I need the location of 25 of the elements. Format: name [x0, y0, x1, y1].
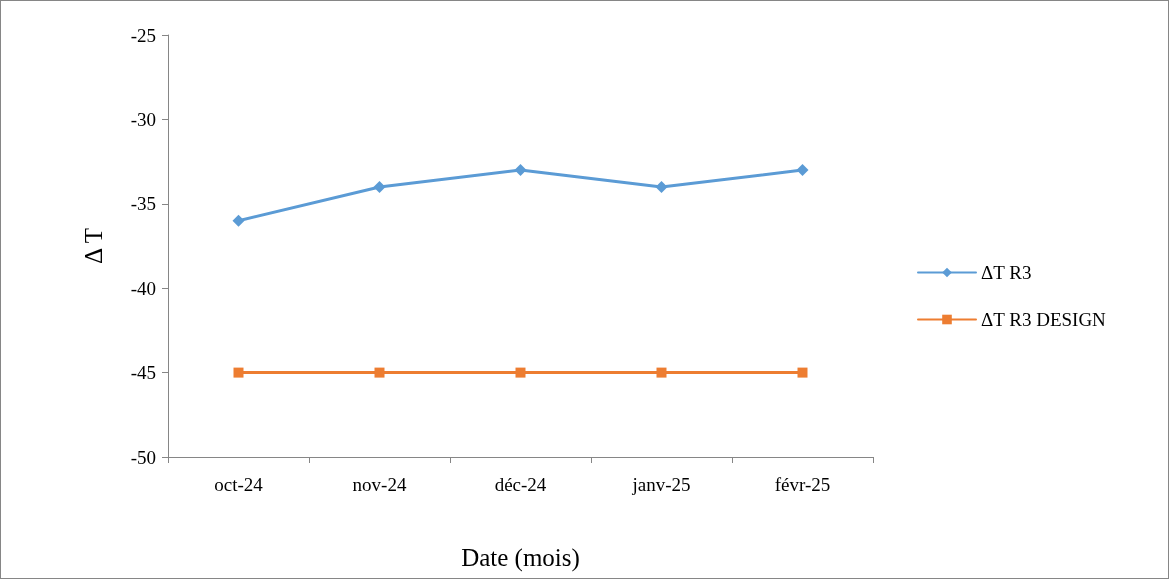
point	[373, 180, 386, 193]
legend-label: ΔT R3 DESIGN	[981, 309, 1107, 330]
y-tick-label: -35	[130, 193, 156, 215]
point	[655, 180, 668, 193]
point	[796, 164, 809, 177]
y-tick-label: -45	[130, 362, 156, 384]
y-tick-label: -40	[130, 277, 156, 299]
point	[232, 214, 245, 227]
point	[656, 367, 667, 378]
point	[515, 367, 526, 378]
y-axis-title: Δ T	[80, 227, 107, 265]
x-tick-label: févr-25	[774, 474, 831, 495]
legend-label: ΔT R3	[981, 262, 1032, 283]
x-tick-label: janv-25	[631, 474, 691, 495]
point	[514, 164, 527, 177]
point	[233, 367, 244, 378]
x-tick-label: oct-24	[214, 474, 264, 495]
x-tick-label: nov-24	[352, 474, 407, 495]
x-axis-title: Date (mois)	[461, 544, 580, 572]
y-tick-label: -25	[130, 24, 156, 46]
point	[374, 367, 385, 378]
x-tick-label: déc-24	[494, 474, 547, 495]
y-tick-label: -30	[130, 108, 156, 130]
y-tick-label: -50	[130, 446, 156, 468]
point	[797, 367, 808, 378]
